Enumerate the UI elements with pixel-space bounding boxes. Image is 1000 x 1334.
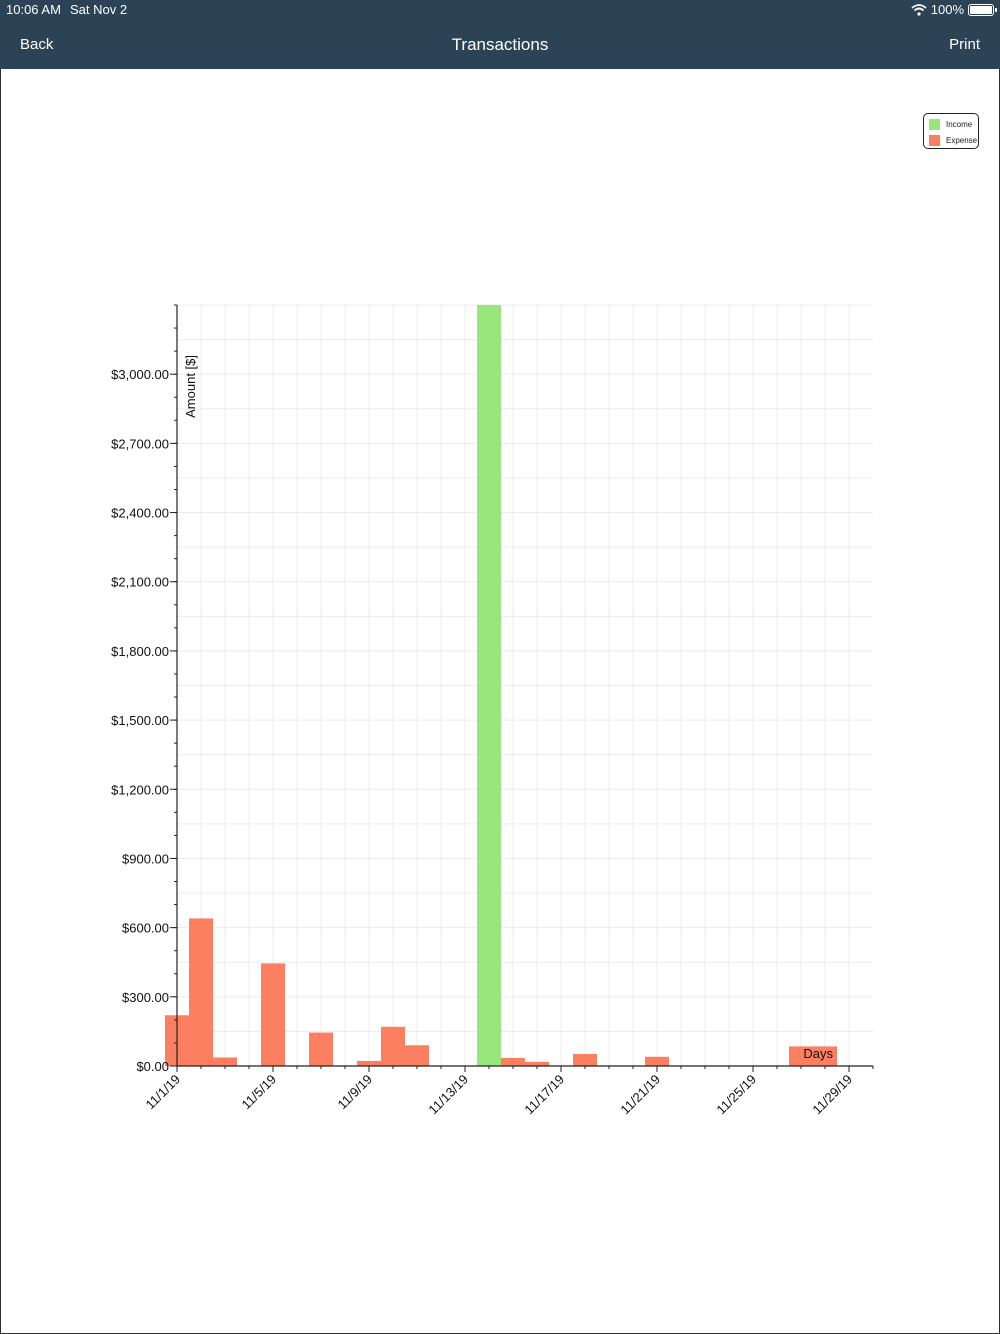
battery-percent: 100% [930, 2, 964, 17]
y-tick-label: $2,700.00 [111, 436, 169, 451]
x-tick-label: 11/5/19 [239, 1072, 280, 1113]
bar-expense [381, 1026, 405, 1066]
bar-expense [813, 1046, 837, 1066]
y-tick-label: $3,000.00 [111, 367, 169, 382]
bar-expense [573, 1054, 597, 1066]
bar-income [477, 305, 501, 1066]
chart-legend: Income Expense [923, 113, 979, 149]
status-date: Sat Nov 2 [70, 2, 128, 17]
chart-panel: $0.00 $300.00 $600.00 $900.00 $1,200.00 $1,50… [0, 69, 1000, 1334]
bar-expense [261, 963, 285, 1066]
y-tick-label: $300.00 [122, 990, 169, 1005]
x-axis-label: Days [803, 1046, 833, 1061]
y-tick-label: $1,500.00 [111, 713, 169, 728]
bar-expense [357, 1060, 381, 1066]
legend-item-income: Income [929, 119, 972, 130]
battery-icon [968, 3, 997, 16]
x-tick-label: 11/13/19 [425, 1072, 471, 1118]
legend-swatch-income [929, 119, 940, 130]
transactions-chart: $0.00 $300.00 $600.00 $900.00 $1,200.00 $1,50… [111, 304, 874, 1118]
y-tick-label: $600.00 [122, 921, 169, 936]
page-title: Transactions [451, 35, 549, 54]
y-tick-label: $1,800.00 [111, 644, 169, 659]
x-tick-label: 11/17/19 [521, 1072, 567, 1118]
print-button[interactable]: Print [949, 36, 980, 53]
x-tick-label: 11/9/19 [335, 1072, 376, 1113]
y-axis-label: Amount [$] [183, 355, 198, 418]
y-tick-label: $900.00 [122, 851, 169, 866]
x-tick-label: 11/21/19 [617, 1072, 663, 1118]
legend-item-expense: Expense [929, 135, 977, 146]
bar-expense [789, 1046, 813, 1066]
y-tick-label: $2,100.00 [111, 575, 169, 590]
x-tick-label: 11/1/19 [143, 1072, 184, 1113]
x-tick-label: 11/29/19 [809, 1072, 855, 1118]
navigation-bar: 10:06 AM Sat Nov 2 100% Back Transaction… [0, 0, 1000, 69]
bar-expense [189, 918, 213, 1066]
legend-swatch-expense [929, 135, 940, 146]
wifi-icon [911, 3, 927, 16]
bar-expense [309, 1032, 333, 1066]
x-tick-label: 11/25/19 [713, 1072, 759, 1118]
bar-expense [525, 1061, 549, 1066]
y-tick-label: $2,400.00 [111, 506, 169, 521]
bar-expense [213, 1057, 237, 1066]
status-time: 10:06 AM [6, 2, 61, 17]
back-button[interactable]: Back [20, 36, 54, 53]
legend-label-expense: Expense [946, 136, 978, 145]
y-tick-label: $0.00 [136, 1059, 169, 1074]
bar-expense [501, 1057, 525, 1066]
bar-expense [405, 1045, 429, 1066]
legend-label-income: Income [946, 120, 973, 129]
bar-expense [645, 1056, 669, 1066]
status-indicators: 100% [911, 2, 997, 17]
y-tick-label: $1,200.00 [111, 782, 169, 797]
